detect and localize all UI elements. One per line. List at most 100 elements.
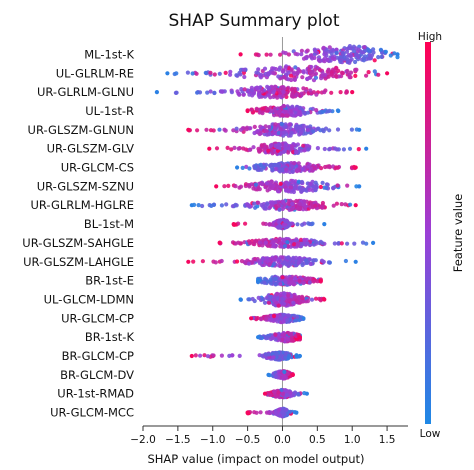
shap-point <box>320 241 325 246</box>
shap-point <box>312 47 317 52</box>
shap-point <box>353 259 358 264</box>
shap-point <box>257 131 262 137</box>
shap-point <box>239 259 245 264</box>
shap-point <box>174 90 179 95</box>
shap-point <box>290 372 295 377</box>
shap-point <box>371 50 376 55</box>
feature-row <box>186 121 362 138</box>
shap-point <box>274 91 279 96</box>
shap-point <box>331 48 336 53</box>
shap-point <box>258 410 263 415</box>
shap-point <box>335 183 340 188</box>
shap-point <box>272 257 277 262</box>
shap-point <box>307 280 312 285</box>
shap-point <box>379 54 384 60</box>
shap-point <box>293 255 299 260</box>
shap-point <box>259 167 264 172</box>
shap-point <box>295 70 300 75</box>
shap-point <box>196 203 201 208</box>
shap-point <box>261 106 266 111</box>
shap-point <box>320 180 325 185</box>
shap-point <box>288 276 293 281</box>
feature-row <box>262 387 309 400</box>
shap-point <box>296 296 301 301</box>
shap-point <box>272 261 277 267</box>
shap-point <box>276 163 282 168</box>
feature-row <box>235 161 358 175</box>
shap-point <box>229 147 234 152</box>
shap-point <box>263 240 268 245</box>
shap-point <box>300 257 305 262</box>
shap-point <box>242 87 247 92</box>
shap-point <box>269 148 274 153</box>
shap-point <box>275 87 280 93</box>
feature-label: UR-GLSZM-SZNU <box>37 179 134 193</box>
feature-row <box>238 44 400 65</box>
shap-point <box>249 88 255 93</box>
shap-point <box>281 319 286 324</box>
shap-point <box>298 130 303 135</box>
shap-point <box>214 184 219 189</box>
shap-point <box>376 55 381 60</box>
shap-point <box>242 74 247 80</box>
shap-point <box>271 298 276 303</box>
shap-point <box>313 187 318 192</box>
shap-point <box>272 276 277 281</box>
shap-point <box>281 312 286 317</box>
shap-point <box>213 260 218 265</box>
shap-point <box>260 297 265 302</box>
shap-point <box>327 146 333 151</box>
shap-point <box>186 259 191 264</box>
feature-row <box>266 369 295 381</box>
shap-point <box>276 74 281 79</box>
shap-point <box>353 73 358 78</box>
shap-point <box>219 353 224 358</box>
x-tick-label: −1.0 <box>200 434 226 446</box>
shap-point <box>311 258 316 263</box>
shap-point <box>297 259 302 264</box>
shap-point <box>268 336 273 342</box>
shap-point <box>278 151 283 156</box>
feature-label: UL-1st-R <box>85 104 134 118</box>
shap-point <box>392 51 397 56</box>
shap-point <box>285 255 290 260</box>
feature-label: UR-GLSZM-LAHGLE <box>23 255 134 269</box>
shap-point <box>355 54 361 59</box>
shap-point <box>235 89 240 94</box>
shap-point <box>276 145 281 150</box>
shap-point <box>282 222 287 227</box>
shap-point <box>262 276 268 281</box>
shap-point <box>191 259 196 264</box>
shap-point <box>258 85 263 90</box>
shap-point <box>364 73 369 78</box>
shap-point <box>294 150 299 155</box>
shap-point <box>336 108 341 114</box>
shap-point <box>298 275 303 280</box>
shap-point <box>251 91 256 96</box>
shap-point <box>307 187 312 192</box>
shap-point <box>233 241 238 246</box>
shap-point <box>293 318 298 323</box>
shap-point <box>342 55 347 60</box>
shap-point <box>217 240 222 245</box>
shap-point <box>265 72 271 77</box>
shap-point <box>268 143 274 148</box>
shap-point <box>273 84 278 89</box>
shap-point <box>247 166 252 171</box>
shap-point <box>296 241 301 246</box>
shap-point <box>198 353 203 358</box>
shap-point <box>225 145 230 150</box>
shap-point <box>219 258 224 264</box>
shap-point <box>241 92 246 97</box>
shap-point <box>325 182 330 187</box>
shap-point <box>283 124 288 129</box>
feature-row <box>214 178 362 195</box>
shap-point <box>309 297 315 302</box>
shap-point <box>327 128 332 133</box>
shap-point <box>272 106 277 111</box>
shap-point <box>262 391 268 396</box>
shap-point <box>280 206 285 211</box>
shap-point <box>208 89 213 94</box>
shap-point <box>329 90 334 95</box>
